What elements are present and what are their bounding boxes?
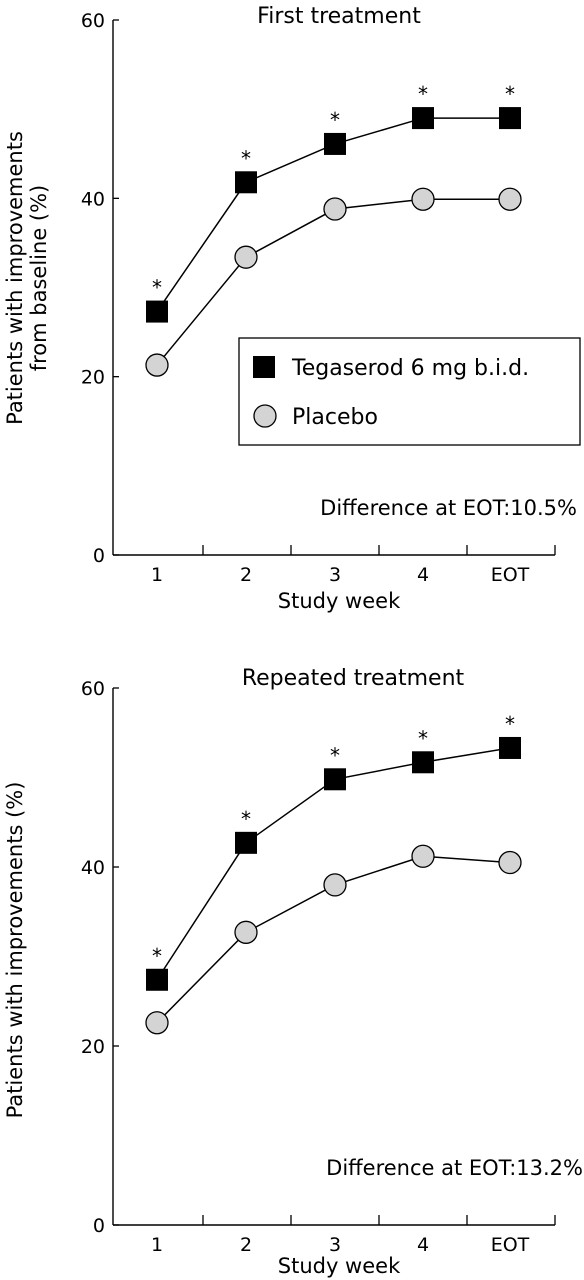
significance-asterisk: * bbox=[152, 944, 162, 968]
data-point-circle bbox=[145, 1011, 169, 1035]
x-tick-label: 3 bbox=[329, 564, 341, 586]
data-point-square bbox=[324, 132, 346, 155]
y-axis-label-line-1: Patients with improvements bbox=[3, 131, 27, 425]
x-tick-label: 1 bbox=[151, 1234, 163, 1256]
significance-asterisk: * bbox=[505, 82, 515, 106]
chart-first-treatment: First treatment Patients with improvemen… bbox=[3, 4, 581, 613]
chart-repeated-treatment: Repeated treatment Patients with improve… bbox=[3, 666, 583, 1278]
significance-asterisk: * bbox=[330, 108, 340, 132]
data-point-square bbox=[146, 968, 168, 991]
data-point-circle bbox=[234, 245, 258, 269]
legend-item-tegaserod: Tegaserod 6 mg b.i.d. bbox=[253, 356, 529, 381]
chart-title: First treatment bbox=[257, 4, 421, 29]
x-tick-label: 4 bbox=[417, 1234, 429, 1256]
data-point-circle bbox=[498, 850, 522, 875]
data-point-circle bbox=[411, 844, 435, 868]
data-point-square bbox=[499, 736, 521, 759]
eot-difference-note: Difference at EOT:13.2% bbox=[326, 1156, 583, 1180]
y-tick-label: 60 bbox=[81, 678, 105, 700]
legend-box bbox=[238, 337, 581, 446]
data-point-square bbox=[235, 831, 257, 854]
significance-asterisk: * bbox=[418, 82, 428, 106]
legend-label: Placebo bbox=[292, 405, 378, 430]
x-tick-label: 1 bbox=[151, 564, 163, 586]
significance-asterisk: * bbox=[505, 712, 515, 736]
data-point-square bbox=[499, 107, 521, 130]
data-point-square bbox=[235, 171, 257, 194]
x-tick-label: 2 bbox=[240, 1234, 252, 1256]
data-point-square bbox=[412, 107, 434, 130]
circle-marker-icon bbox=[253, 404, 277, 428]
significance-asterisk: * bbox=[418, 726, 428, 750]
x-tick-label: 3 bbox=[329, 1234, 341, 1256]
y-tick-label: 40 bbox=[81, 188, 105, 210]
significance-asterisk: * bbox=[241, 807, 251, 831]
data-point-square bbox=[146, 300, 168, 323]
significance-asterisk: * bbox=[152, 276, 162, 300]
x-tick-label: 4 bbox=[417, 564, 429, 586]
chart-title: Repeated treatment bbox=[242, 666, 465, 691]
y-tick-label: 20 bbox=[81, 367, 105, 389]
data-point-circle bbox=[145, 353, 169, 377]
x-axis-label: Study week bbox=[278, 589, 401, 613]
legend-item-placebo: Placebo bbox=[253, 404, 378, 430]
data-point-circle bbox=[411, 187, 435, 211]
y-tick-label: 20 bbox=[81, 1036, 105, 1058]
significance-asterisk: * bbox=[241, 146, 251, 170]
data-point-square bbox=[412, 751, 434, 774]
y-tick-label: 60 bbox=[81, 10, 105, 32]
x-axis-label: Study week bbox=[278, 1254, 401, 1278]
square-marker-icon bbox=[253, 356, 275, 378]
data-point-circle bbox=[323, 873, 347, 897]
data-point-circle bbox=[234, 920, 258, 944]
y-tick-label: 0 bbox=[93, 1215, 105, 1237]
data-point-square bbox=[324, 768, 346, 791]
y-tick-label: 0 bbox=[93, 545, 105, 567]
legend-label: Tegaserod 6 mg b.i.d. bbox=[291, 356, 529, 381]
x-tick-label: EOT bbox=[491, 1234, 530, 1256]
significance-asterisk: * bbox=[330, 743, 340, 767]
y-tick-label: 40 bbox=[81, 857, 105, 879]
data-point-circle bbox=[498, 187, 522, 211]
y-axis-label: Patients with improvements (%) bbox=[3, 782, 27, 1119]
x-tick-label: EOT bbox=[491, 564, 530, 586]
legend: Tegaserod 6 mg b.i.d. Placebo bbox=[238, 337, 581, 446]
eot-difference-note: Difference at EOT:10.5% bbox=[320, 496, 577, 520]
y-axis-label-line-2: from baseline (%) bbox=[27, 185, 51, 372]
x-tick-label: 2 bbox=[240, 564, 252, 586]
y-axis-label: Patients with improvements from baseline… bbox=[3, 131, 51, 425]
data-point-circle bbox=[323, 197, 347, 221]
